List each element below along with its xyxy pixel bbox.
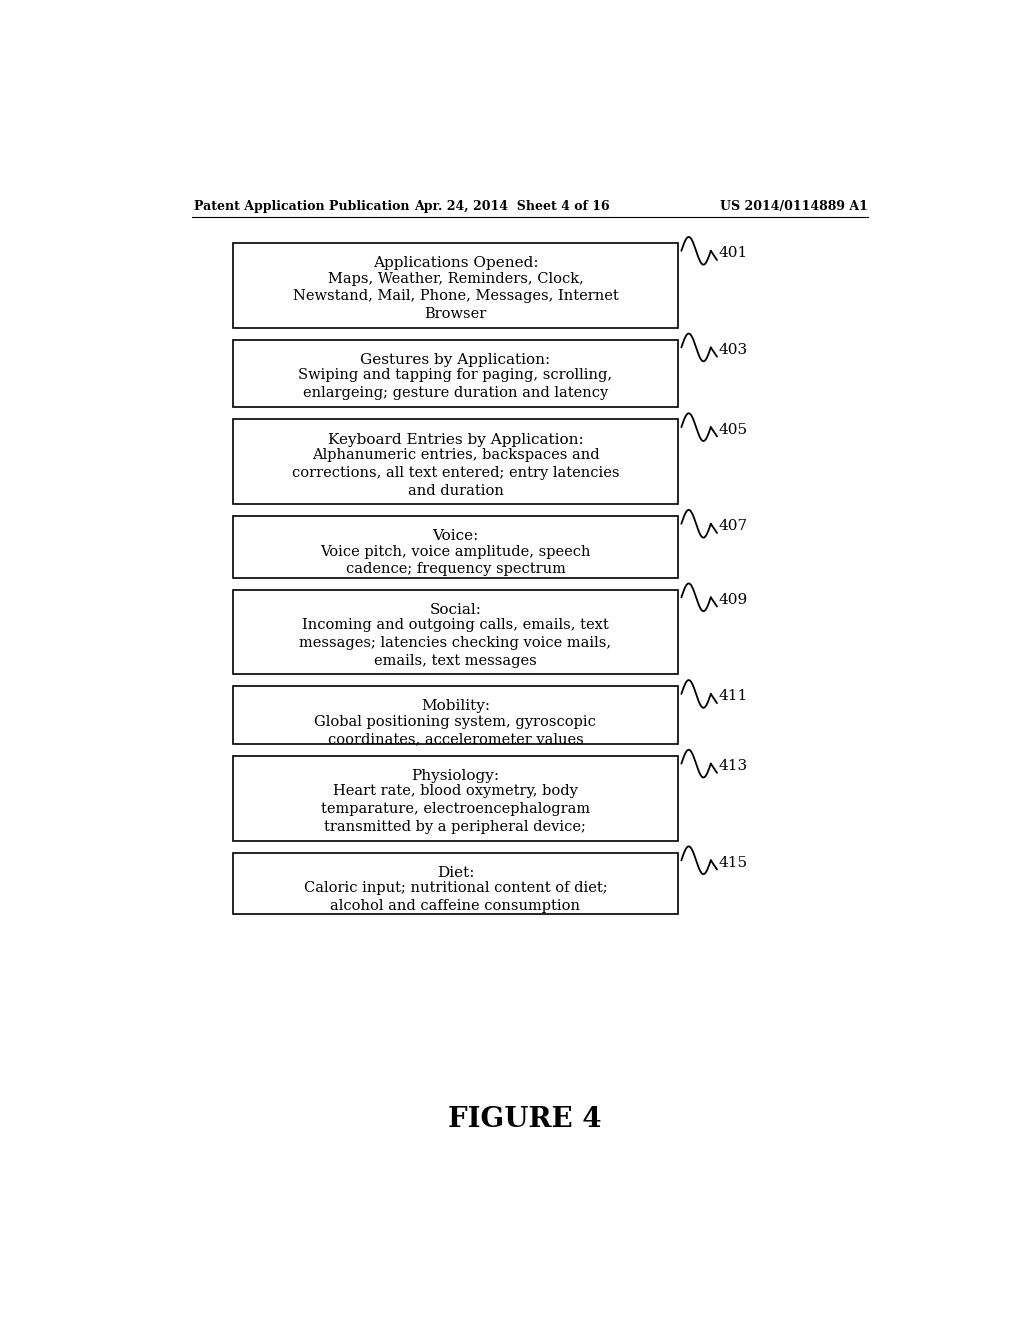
Text: 411: 411: [719, 689, 748, 704]
Text: Applications Opened:: Applications Opened:: [373, 256, 539, 271]
FancyBboxPatch shape: [232, 590, 678, 675]
Text: Caloric input; nutritional content of diet;
alcohol and caffeine consumption: Caloric input; nutritional content of di…: [304, 880, 607, 913]
Text: Keyboard Entries by Application:: Keyboard Entries by Application:: [328, 433, 584, 446]
Text: 413: 413: [719, 759, 748, 774]
Text: Heart rate, blood oxymetry, body
temparature, electroencephalogram
transmitted b: Heart rate, blood oxymetry, body tempara…: [321, 784, 590, 834]
Text: 405: 405: [719, 422, 748, 437]
Text: Mobility:: Mobility:: [421, 700, 490, 713]
Text: Swiping and tapping for paging, scrolling,
enlargeing; gesture duration and late: Swiping and tapping for paging, scrollin…: [298, 368, 612, 400]
Text: Voice pitch, voice amplitude, speech
cadence; frequency spectrum: Voice pitch, voice amplitude, speech cad…: [321, 545, 591, 577]
Text: Global positioning system, gyroscopic
coordinates, accelerometer values: Global positioning system, gyroscopic co…: [314, 714, 596, 747]
Text: Gestures by Application:: Gestures by Application:: [360, 352, 551, 367]
Text: Social:: Social:: [429, 603, 481, 616]
FancyBboxPatch shape: [232, 853, 678, 915]
Text: Voice:: Voice:: [432, 529, 478, 543]
FancyBboxPatch shape: [232, 516, 678, 578]
Text: Physiology:: Physiology:: [412, 770, 500, 783]
Text: 409: 409: [719, 593, 748, 607]
Text: Patent Application Publication: Patent Application Publication: [194, 199, 410, 213]
FancyBboxPatch shape: [232, 686, 678, 744]
Text: US 2014/0114889 A1: US 2014/0114889 A1: [720, 199, 868, 213]
Text: 401: 401: [719, 246, 748, 260]
Text: 407: 407: [719, 519, 748, 533]
Text: 415: 415: [719, 855, 748, 870]
Text: 403: 403: [719, 343, 748, 356]
FancyBboxPatch shape: [232, 756, 678, 841]
FancyBboxPatch shape: [232, 420, 678, 504]
Text: Maps, Weather, Reminders, Clock,
Newstand, Mail, Phone, Messages, Internet
Brows: Maps, Weather, Reminders, Clock, Newstan…: [293, 272, 618, 321]
Text: Alphanumeric entries, backspaces and
corrections, all text entered; entry latenc: Alphanumeric entries, backspaces and cor…: [292, 447, 620, 498]
FancyBboxPatch shape: [232, 243, 678, 327]
Text: FIGURE 4: FIGURE 4: [449, 1106, 601, 1133]
FancyBboxPatch shape: [232, 339, 678, 408]
Text: Apr. 24, 2014  Sheet 4 of 16: Apr. 24, 2014 Sheet 4 of 16: [414, 199, 609, 213]
Text: Diet:: Diet:: [436, 866, 474, 879]
Text: Incoming and outgoing calls, emails, text
messages; latencies checking voice mai: Incoming and outgoing calls, emails, tex…: [299, 618, 611, 668]
